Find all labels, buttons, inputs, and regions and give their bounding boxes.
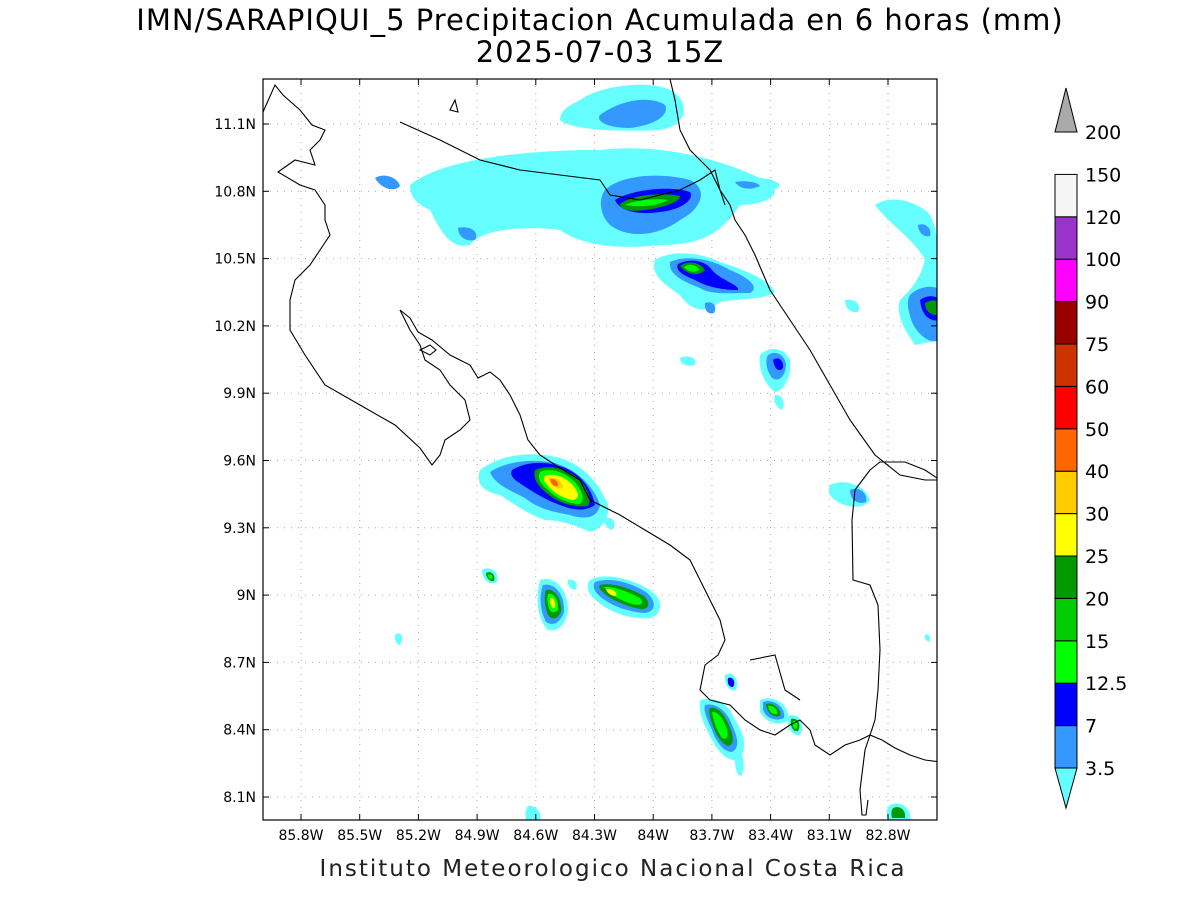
- lon-tick-label: 83.4W: [748, 828, 793, 844]
- coastline-caribbean: [669, 79, 937, 481]
- colorbar-label: 200: [1085, 122, 1121, 144]
- lat-tick-label: 10.8N: [214, 184, 256, 200]
- colorbar-label: 60: [1085, 376, 1109, 398]
- lon-tick-label: 84.3W: [572, 828, 617, 844]
- colorbar-swatch: [1054, 513, 1078, 557]
- precip-south-central: [394, 568, 661, 645]
- nicoya-gulf: [399, 309, 726, 701]
- colorbar-swatch: [1054, 682, 1078, 727]
- island-chira: [418, 344, 437, 356]
- lat-tick-label: 9N: [237, 588, 256, 604]
- colorbar-label: 15: [1085, 631, 1109, 653]
- osa-peninsula: [709, 699, 937, 763]
- colorbar-swatch: [1054, 428, 1078, 472]
- lat-tick-label: 10.2N: [214, 319, 256, 335]
- border-nicaragua: [399, 121, 726, 206]
- colorbar-label: 30: [1085, 504, 1109, 526]
- lon-tick-label: 85.5W: [337, 828, 382, 844]
- lat-tick-label: 9.6N: [223, 454, 256, 470]
- coastlines: [263, 79, 937, 816]
- golfito-inlet: [749, 654, 801, 701]
- colorbar-label: 50: [1085, 419, 1109, 441]
- colorbar-swatch: [1054, 301, 1078, 345]
- precip-south: [525, 634, 931, 820]
- colorbar-swatch: [1054, 173, 1078, 218]
- colorbar-label: 7: [1085, 716, 1097, 738]
- precip-north-band: [375, 84, 780, 247]
- colorbar: 3.5 7 12.5 15 20 25 30 40 50 60 75 90 100 120 150 200: [1054, 87, 1127, 810]
- map-frame: [262, 78, 938, 821]
- map-axes: 11.1N 10.8N 10.5N 10.2N 9.9N 9.6N 9.3N 9N 8.7N 8.…: [214, 79, 937, 844]
- lat-tick-label: 8.1N: [223, 790, 256, 806]
- colorbar-label: 90: [1085, 292, 1109, 314]
- colorbar-swatch: [1054, 343, 1078, 387]
- lon-tick-label: 85.8W: [278, 828, 323, 844]
- lon-tick-label: 84W: [637, 828, 669, 844]
- chart-title: IMN/SARAPIQUI_5 Precipitacion Acumulada …: [136, 3, 1064, 37]
- colorbar-swatch: [1054, 767, 1078, 810]
- precipitation-field: [375, 84, 937, 820]
- colorbar-swatch: [1054, 385, 1078, 430]
- lon-tick-label: 84.9W: [455, 828, 500, 844]
- lat-tick-label: 11.1N: [214, 117, 256, 133]
- colorbar-label: 120: [1085, 207, 1121, 229]
- colorbar-label: 12.5: [1085, 673, 1127, 695]
- precip-central-north: [654, 253, 791, 410]
- coastline-north-pacific: [263, 83, 471, 466]
- lon-tick-label: 83.1W: [807, 828, 852, 844]
- lat-tick-label: 10.5N: [214, 252, 256, 268]
- footer-credit: Instituto Meteorologico Nacional Costa R…: [319, 856, 907, 882]
- precip-central-pacific: [478, 454, 615, 532]
- colorbar-label: 150: [1085, 164, 1121, 186]
- lon-tick-label: 83.7W: [689, 828, 734, 844]
- lon-tick-label: 82.8W: [865, 828, 910, 844]
- colorbar-label: 25: [1085, 546, 1109, 568]
- colorbar-label: 3.5: [1085, 758, 1115, 780]
- border-panama: [851, 461, 937, 816]
- colorbar-swatch: [1054, 640, 1078, 684]
- colorbar-swatch: [1054, 258, 1078, 303]
- north-islet: [449, 98, 459, 113]
- lat-tick-label: 9.3N: [223, 521, 256, 537]
- colorbar-label: 40: [1085, 461, 1109, 483]
- lon-tick-label: 85.2W: [396, 828, 441, 844]
- colorbar-swatch: [1054, 216, 1078, 260]
- colorbar-label: 75: [1085, 334, 1109, 356]
- chart-subtitle: 2025-07-03 15Z: [475, 35, 725, 69]
- colorbar-label: 100: [1085, 249, 1121, 271]
- colorbar-swatch: [1054, 597, 1078, 642]
- colorbar-label: 20: [1085, 588, 1109, 610]
- lat-tick-label: 8.4N: [223, 723, 256, 739]
- lat-tick-label: 9.9N: [223, 386, 256, 402]
- colorbar-swatch: [1054, 555, 1078, 599]
- lon-tick-label: 84.6W: [513, 828, 558, 844]
- colorbar-swatch: [1054, 725, 1078, 769]
- colorbar-swatch: [1054, 470, 1078, 515]
- colorbar-swatch: [1054, 87, 1078, 133]
- precip-east-edge: [828, 199, 937, 507]
- lat-tick-label: 8.7N: [223, 655, 256, 671]
